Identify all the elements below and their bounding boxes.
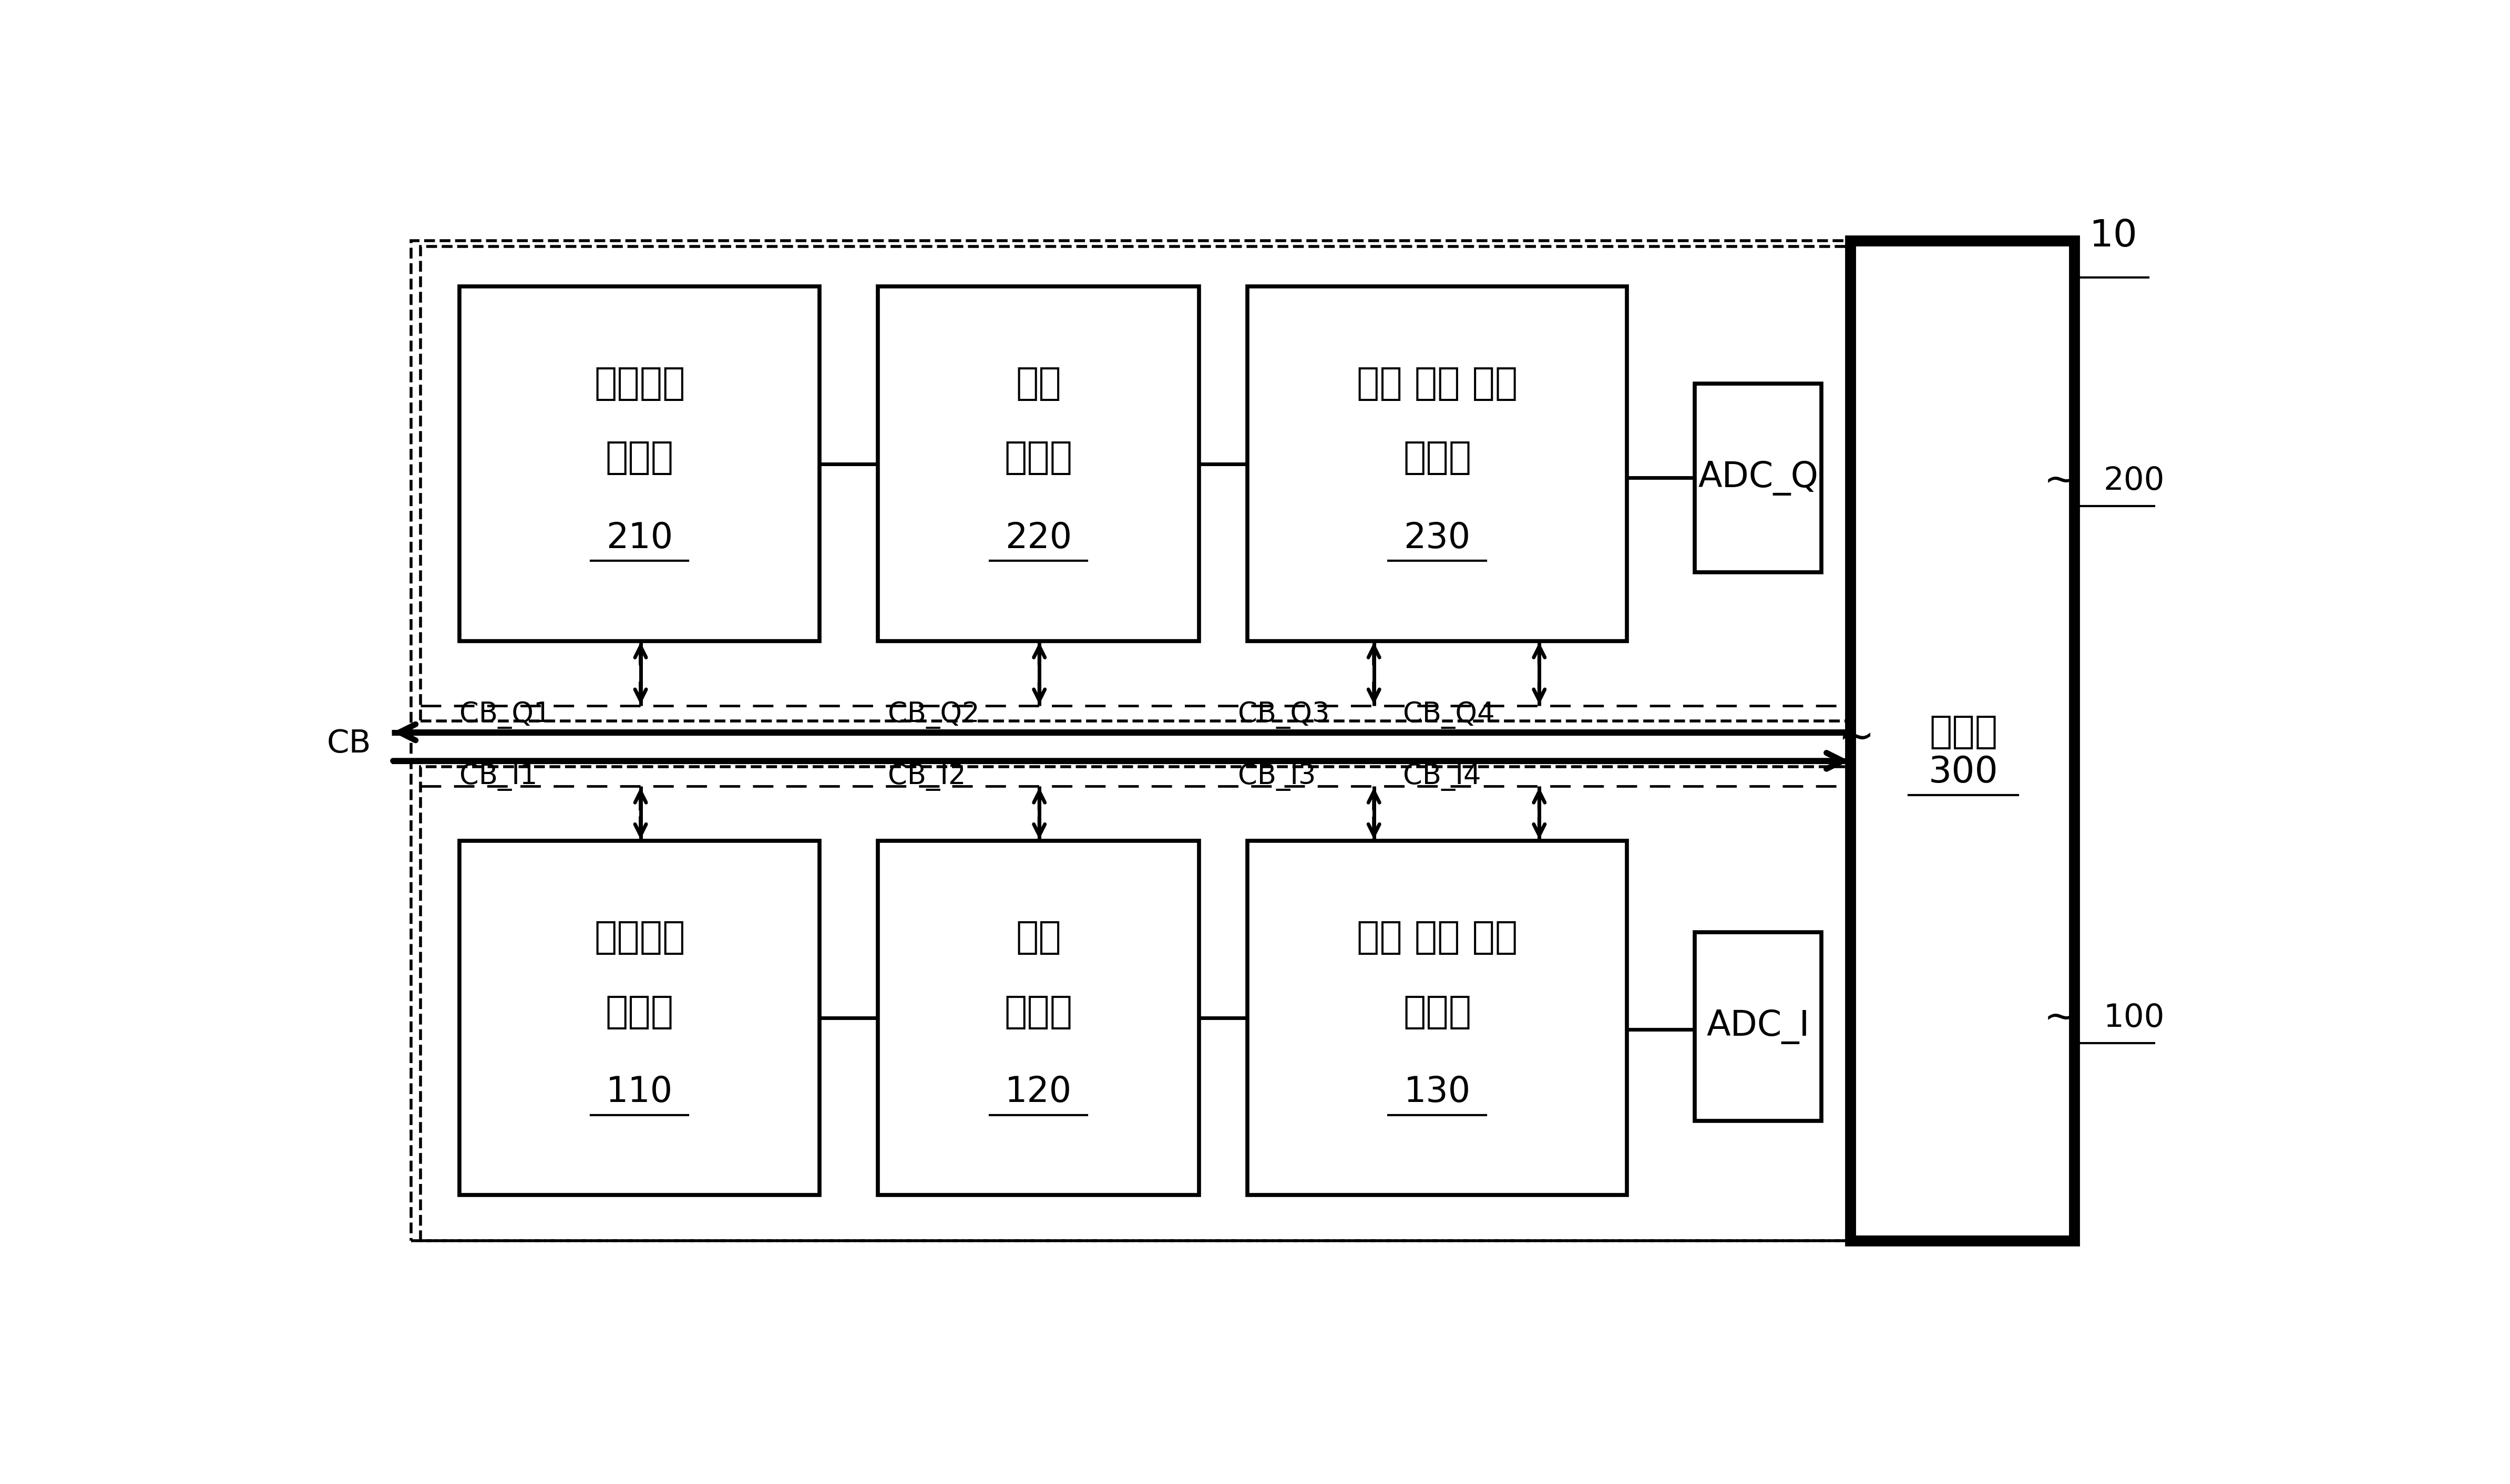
Bar — [412, 240, 2073, 1241]
Bar — [1850, 240, 2073, 1241]
Bar — [1247, 286, 1626, 641]
Text: ~: ~ — [2043, 462, 2078, 502]
Bar — [1694, 384, 1822, 573]
Bar — [879, 286, 1200, 641]
Text: 바이어스: 바이어스 — [595, 920, 685, 956]
Text: CB_I3: CB_I3 — [1237, 763, 1315, 791]
Text: 230: 230 — [1403, 521, 1471, 555]
Text: 이득: 이득 — [1017, 365, 1062, 402]
Text: ~: ~ — [2043, 997, 2078, 1037]
Text: 제어부: 제어부 — [605, 994, 673, 1030]
Bar — [459, 841, 818, 1195]
Text: 210: 210 — [607, 521, 673, 555]
Text: 제어부: 제어부 — [1403, 439, 1471, 476]
Text: CB_Q1: CB_Q1 — [459, 702, 552, 729]
Text: 220: 220 — [1004, 521, 1072, 555]
Text: 제어기: 제어기 — [1930, 714, 1998, 751]
Text: 저역 통과 필터: 저역 통과 필터 — [1355, 920, 1519, 956]
Text: CB_I1: CB_I1 — [459, 763, 537, 791]
Bar — [879, 841, 1200, 1195]
Text: 제어부: 제어부 — [605, 439, 673, 476]
Text: 300: 300 — [1928, 755, 1998, 789]
Text: 120: 120 — [1004, 1074, 1072, 1110]
Text: 제어부: 제어부 — [1403, 994, 1471, 1030]
Text: CB_Q2: CB_Q2 — [889, 702, 979, 729]
Bar — [459, 286, 818, 641]
Text: 200: 200 — [2103, 466, 2164, 496]
Text: 바이어스: 바이어스 — [595, 365, 685, 402]
Text: 100: 100 — [2103, 1003, 2164, 1033]
Text: CB_I4: CB_I4 — [1403, 763, 1481, 791]
Bar — [1247, 841, 1626, 1195]
Text: 저역 통과 필터: 저역 통과 필터 — [1355, 365, 1519, 402]
Text: 이득: 이득 — [1017, 920, 1062, 956]
Bar — [1694, 932, 1822, 1120]
Text: CB: CB — [326, 729, 371, 760]
Text: CB_Q3: CB_Q3 — [1237, 702, 1330, 729]
Text: 제어부: 제어부 — [1004, 994, 1072, 1030]
Text: ADC_I: ADC_I — [1707, 1009, 1810, 1043]
Text: ADC_Q: ADC_Q — [1697, 460, 1817, 496]
Text: 10: 10 — [2088, 218, 2136, 254]
Text: ~: ~ — [1837, 717, 1875, 760]
Text: 130: 130 — [1403, 1074, 1471, 1110]
Text: CB_Q4: CB_Q4 — [1403, 702, 1496, 729]
Text: 제어부: 제어부 — [1004, 439, 1072, 476]
Text: 110: 110 — [607, 1074, 673, 1110]
Bar — [422, 767, 2063, 1241]
Bar — [422, 246, 2063, 721]
Text: CB_I2: CB_I2 — [889, 763, 966, 791]
